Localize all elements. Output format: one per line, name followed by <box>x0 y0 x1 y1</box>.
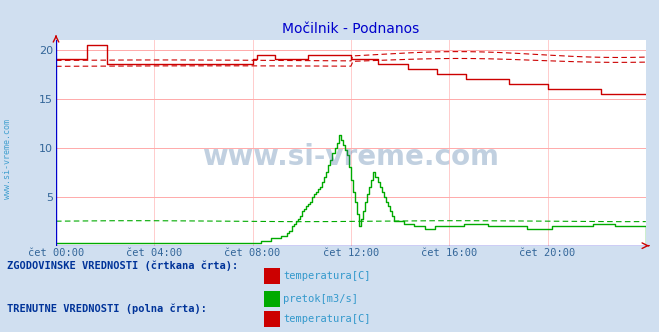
Text: pretok[m3/s]: pretok[m3/s] <box>283 293 358 303</box>
Text: ZGODOVINSKE VREDNOSTI (črtkana črta):: ZGODOVINSKE VREDNOSTI (črtkana črta): <box>7 260 238 271</box>
Text: TRENUTNE VREDNOSTI (polna črta):: TRENUTNE VREDNOSTI (polna črta): <box>7 303 206 314</box>
Text: temperatura[C]: temperatura[C] <box>283 271 371 281</box>
Bar <box>264 268 280 284</box>
Bar <box>264 290 280 306</box>
Bar <box>264 311 280 327</box>
Text: www.si-vreme.com: www.si-vreme.com <box>3 120 13 199</box>
Title: Močilnik - Podnanos: Močilnik - Podnanos <box>282 22 420 36</box>
Text: temperatura[C]: temperatura[C] <box>283 314 371 324</box>
Text: www.si-vreme.com: www.si-vreme.com <box>202 143 500 171</box>
